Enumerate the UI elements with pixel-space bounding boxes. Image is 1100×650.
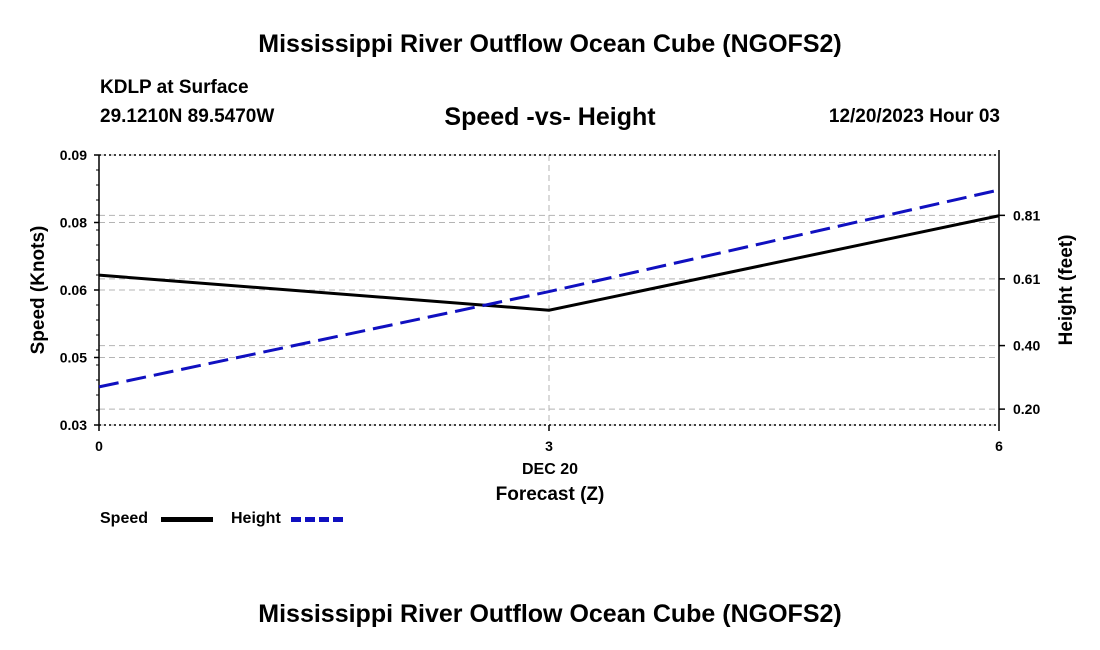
tick-label-x-0: 0: [95, 438, 103, 454]
tick-label-left-4: 0.03: [60, 417, 87, 433]
tick-label-left-1: 0.08: [60, 215, 87, 231]
legend-height-swatch: [291, 517, 343, 522]
chart-title: Speed -vs- Height: [444, 103, 656, 131]
page-title-bottom: Mississippi River Outflow Ocean Cube (NG…: [258, 600, 842, 628]
tick-label-x-2: 6: [995, 438, 1003, 454]
coordinates-label: 29.1210N 89.5470W: [100, 106, 275, 127]
legend-speed-label: Speed: [100, 510, 149, 527]
x-axis-label: Forecast (Z): [496, 484, 605, 505]
y-left-axis-label: Speed (Knots): [28, 226, 49, 355]
tick-label-x-1: 3: [545, 438, 553, 454]
tick-label-right-1: 0.61: [1013, 271, 1040, 287]
x-date-label: DEC 20: [522, 461, 578, 478]
station-label: KDLP at Surface: [100, 77, 249, 98]
tick-label-left-2: 0.06: [60, 282, 87, 298]
chart-series: [98, 188, 1000, 389]
tick-label-right-3: 0.20: [1013, 401, 1040, 417]
chart-tick-labels: 0.09 0.08 0.06 0.05 0.03 0.81 0.61 0.40 0.20 0 3 6: [60, 147, 1041, 454]
page-title-top: Mississippi River Outflow Ocean Cube (NG…: [258, 30, 842, 58]
chart-axes: [94, 150, 1005, 431]
datetime-label: 12/20/2023 Hour 03: [828, 106, 1000, 127]
series-line-height: [98, 188, 1000, 389]
tick-label-left-0: 0.09: [60, 147, 87, 163]
legend-height-label: Height: [231, 510, 281, 527]
chart-grid: [98, 154, 1000, 426]
tick-label-left-3: 0.05: [60, 350, 87, 366]
series-line-speed: [98, 214, 1000, 312]
tick-label-right-0: 0.81: [1013, 207, 1040, 223]
tick-label-right-2: 0.40: [1013, 338, 1040, 354]
legend-speed-swatch: [161, 517, 213, 522]
y-right-axis-label: Height (feet): [1056, 235, 1077, 346]
